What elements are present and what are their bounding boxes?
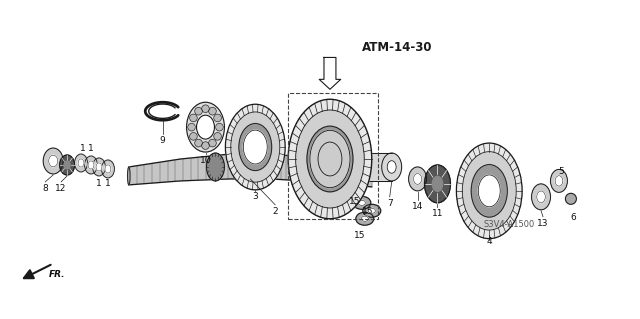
Text: 9: 9 — [160, 136, 166, 145]
Ellipse shape — [456, 143, 522, 239]
Circle shape — [195, 139, 202, 147]
Text: 13: 13 — [537, 219, 548, 228]
Text: FR.: FR. — [49, 270, 66, 279]
Circle shape — [209, 108, 216, 115]
Ellipse shape — [550, 169, 568, 192]
Ellipse shape — [288, 99, 372, 219]
Ellipse shape — [478, 175, 500, 207]
Ellipse shape — [356, 212, 374, 225]
Text: 12: 12 — [56, 184, 67, 193]
Ellipse shape — [105, 165, 111, 173]
Text: 6: 6 — [570, 213, 576, 222]
Text: 1: 1 — [80, 144, 86, 153]
Ellipse shape — [93, 158, 106, 176]
Text: 4: 4 — [486, 237, 492, 246]
Text: 2: 2 — [273, 207, 278, 216]
Ellipse shape — [187, 102, 225, 152]
Polygon shape — [364, 153, 392, 181]
Circle shape — [565, 193, 577, 204]
Circle shape — [214, 114, 221, 122]
Text: 15: 15 — [354, 231, 365, 240]
Ellipse shape — [358, 200, 365, 205]
Bar — [288, 93, 378, 219]
Ellipse shape — [239, 123, 272, 171]
Ellipse shape — [432, 176, 443, 191]
Circle shape — [216, 123, 223, 131]
Ellipse shape — [84, 156, 97, 174]
Text: 14: 14 — [412, 202, 423, 211]
Text: 11: 11 — [432, 209, 444, 218]
Ellipse shape — [307, 126, 353, 192]
Ellipse shape — [387, 161, 396, 173]
Ellipse shape — [296, 110, 364, 208]
Ellipse shape — [88, 161, 94, 169]
Text: 1: 1 — [96, 179, 102, 188]
Ellipse shape — [207, 153, 225, 181]
Circle shape — [209, 139, 216, 147]
Ellipse shape — [318, 142, 342, 176]
Ellipse shape — [413, 174, 422, 184]
Circle shape — [202, 142, 209, 149]
Text: 7: 7 — [387, 199, 392, 208]
Ellipse shape — [537, 191, 545, 203]
Ellipse shape — [102, 160, 115, 178]
Text: 1: 1 — [105, 179, 111, 188]
Ellipse shape — [361, 216, 369, 221]
Ellipse shape — [96, 163, 102, 171]
Text: 10: 10 — [200, 156, 211, 165]
Ellipse shape — [225, 104, 285, 190]
Ellipse shape — [49, 155, 58, 167]
Ellipse shape — [363, 204, 381, 217]
Circle shape — [214, 133, 221, 140]
Ellipse shape — [75, 154, 88, 172]
Ellipse shape — [310, 130, 350, 188]
Ellipse shape — [532, 184, 550, 210]
Circle shape — [188, 123, 195, 131]
Ellipse shape — [78, 159, 84, 167]
Ellipse shape — [462, 152, 516, 230]
Ellipse shape — [555, 176, 563, 186]
Ellipse shape — [231, 112, 280, 182]
Text: 1: 1 — [88, 144, 94, 153]
Ellipse shape — [60, 155, 75, 175]
Text: 8: 8 — [42, 184, 48, 193]
Ellipse shape — [243, 130, 268, 164]
Text: 3: 3 — [252, 192, 258, 201]
Ellipse shape — [196, 115, 214, 139]
Text: ATM-14-30: ATM-14-30 — [362, 41, 432, 54]
Ellipse shape — [353, 196, 371, 209]
Circle shape — [195, 108, 202, 115]
Polygon shape — [319, 57, 340, 89]
Text: 5: 5 — [558, 167, 564, 176]
Circle shape — [189, 133, 197, 140]
Text: 15: 15 — [362, 207, 374, 216]
Ellipse shape — [64, 161, 70, 169]
Ellipse shape — [127, 167, 130, 185]
Circle shape — [189, 114, 197, 122]
Text: S3V4-A1500: S3V4-A1500 — [484, 220, 535, 229]
Ellipse shape — [408, 167, 426, 191]
Text: 15: 15 — [349, 197, 360, 206]
Ellipse shape — [44, 148, 63, 174]
Ellipse shape — [368, 208, 375, 213]
Ellipse shape — [424, 165, 451, 203]
Ellipse shape — [471, 165, 508, 217]
Polygon shape — [129, 154, 372, 187]
Ellipse shape — [381, 153, 402, 181]
Circle shape — [202, 105, 209, 113]
